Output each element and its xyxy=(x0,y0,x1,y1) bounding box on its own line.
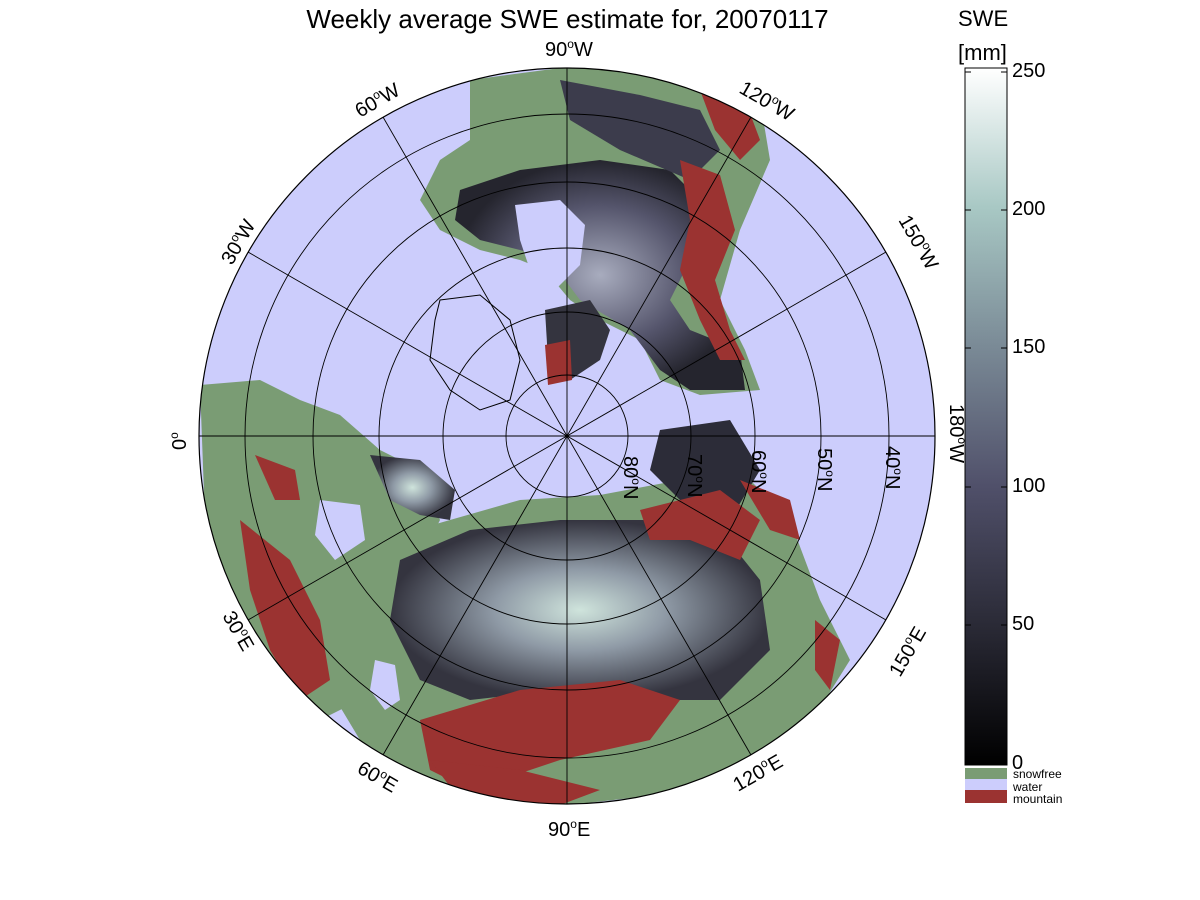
colorbar-title: SWE xyxy=(958,6,1009,31)
meridian-150w-30e xyxy=(247,251,887,621)
lat-label-40: 40oN xyxy=(881,446,905,489)
mountain-japan xyxy=(815,620,840,690)
legend-label-snowfree: snowfree xyxy=(1013,767,1062,781)
legend-label-water: water xyxy=(1013,780,1043,794)
lon-label-150w: 150oW xyxy=(894,211,944,274)
lon-label-90e: 90oE xyxy=(548,817,590,841)
colorbar-label-150: 150 xyxy=(1012,336,1046,358)
map-title: Weekly average SWE estimate for, 2007011… xyxy=(306,4,829,34)
lat-label-60: 60oN xyxy=(747,450,771,493)
mountain-east-siberia xyxy=(640,490,760,560)
colorbar-label-250: 250 xyxy=(1012,60,1046,82)
colorbar xyxy=(964,67,1008,803)
colorbar-label-100: 100 xyxy=(1012,475,1046,497)
lon-label-0: 0o xyxy=(167,432,191,450)
legend-swatch-mountain xyxy=(965,790,1007,803)
snow-siberia-east xyxy=(650,420,760,520)
mountain-arctic xyxy=(545,340,572,385)
colorbar-gradient xyxy=(964,67,1008,766)
snow-siberia xyxy=(390,520,770,700)
snow-north-america-north xyxy=(560,80,720,180)
lat-label-80: 80oN xyxy=(619,456,643,499)
latitude-labels: 80oN 70oN 60oN 50oN 40oN xyxy=(619,446,905,499)
colorbar-label-50: 50 xyxy=(1012,613,1035,635)
baltic-sea xyxy=(315,500,365,560)
snow-scandinavia xyxy=(370,455,455,520)
colorbar-label-200: 200 xyxy=(1012,198,1046,220)
lon-label-180w: 180oW xyxy=(945,404,969,463)
mountain-central-asia xyxy=(420,680,680,790)
legend-label-mountain: mountain xyxy=(1013,792,1063,806)
mountain-scandinavia xyxy=(255,455,300,500)
mountain-alps xyxy=(240,520,330,700)
longitude-labels: 90oW 90oE 60oW 120oW 30oW 150oW 0o 180oW… xyxy=(167,37,969,841)
caspian-sea xyxy=(370,660,400,710)
lon-label-90w: 90oW xyxy=(545,37,593,61)
graticule xyxy=(198,67,936,805)
colorbar-label-0: 0 xyxy=(1012,752,1024,774)
legend-swatch-water xyxy=(965,779,1007,790)
lat-label-50: 50oN xyxy=(813,448,837,491)
legend-swatch-snowfree xyxy=(965,768,1007,779)
colorbar-unit: [mm] xyxy=(958,40,1007,65)
hudson-bay xyxy=(515,200,585,290)
mountain-far-east xyxy=(740,480,800,540)
mountain-rockies xyxy=(680,160,745,360)
greenland-outline xyxy=(429,294,521,411)
lat-label-70: 70oN xyxy=(683,454,707,497)
lon-label-150e: 150oE xyxy=(884,622,931,680)
